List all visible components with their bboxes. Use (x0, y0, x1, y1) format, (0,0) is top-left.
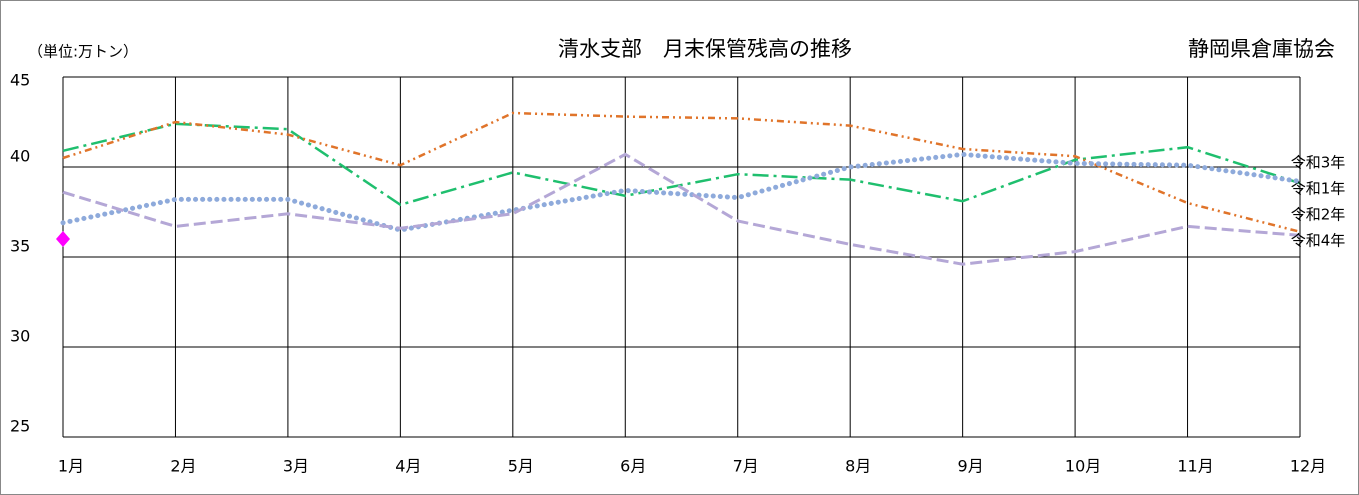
x-tick-label: 12月 (1290, 457, 1326, 476)
unit-label: （単位:万トン） (28, 43, 138, 61)
y-tick-label: 40 (10, 147, 30, 166)
series-label: 令和3年 (1291, 154, 1346, 172)
y-tick-label: 35 (10, 237, 30, 256)
y-tick-label: 45 (10, 71, 30, 90)
x-tick-label: 4月 (395, 457, 421, 476)
y-tick-label: 25 (10, 417, 30, 436)
x-tick-label: 6月 (620, 457, 646, 476)
x-tick-label: 10月 (1065, 457, 1101, 476)
x-tick-label: 11月 (1177, 457, 1213, 476)
x-tick-label: 8月 (845, 457, 871, 476)
x-tick-label: 1月 (58, 457, 84, 476)
series-line (62, 152, 1301, 266)
series-line (62, 111, 1301, 234)
x-tick-label: 7月 (733, 457, 759, 476)
y-tick-label: 30 (10, 327, 30, 346)
x-tick-label: 9月 (958, 457, 984, 476)
series-label: 令和2年 (1291, 206, 1346, 224)
chart-title: 清水支部 月末保管残高の推移 (558, 37, 852, 61)
series-line (60, 151, 1303, 233)
x-tick-label: 3月 (283, 457, 309, 476)
source: 静岡県倉庫協会 (1188, 37, 1335, 61)
x-tick-label: 2月 (170, 457, 196, 476)
series-label: 令和1年 (1291, 180, 1346, 198)
series-line (62, 122, 1301, 207)
point-marker (56, 231, 70, 247)
x-tick-label: 5月 (508, 457, 534, 476)
series-label: 令和4年 (1291, 232, 1346, 250)
